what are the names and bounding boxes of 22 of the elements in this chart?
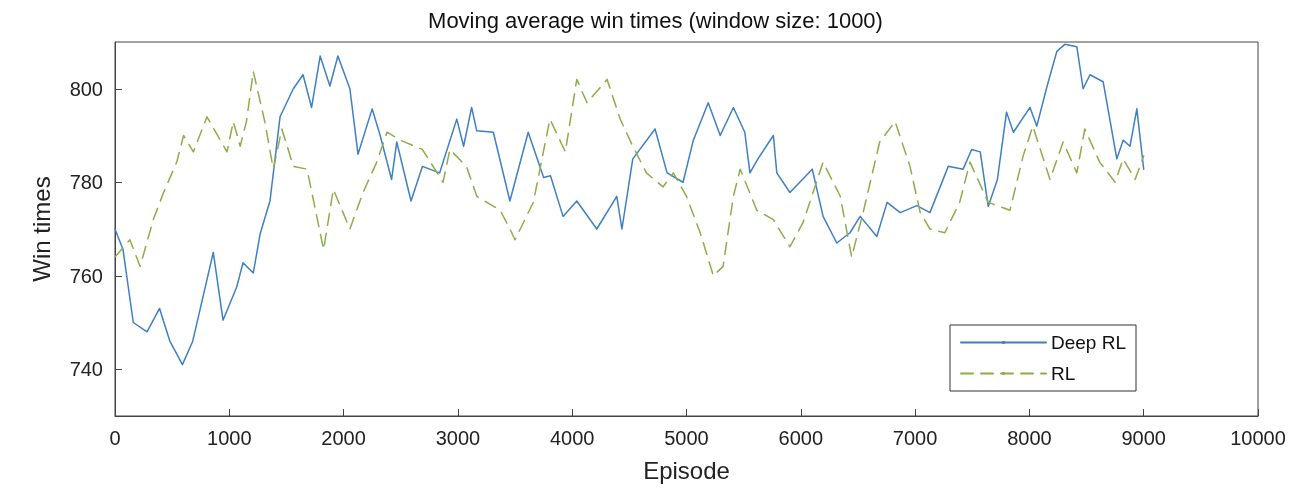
x-tick-label: 1000 [207, 427, 252, 449]
x-tick-label: 10000 [1230, 427, 1286, 449]
y-tick-label: 800 [69, 77, 103, 100]
x-tick-label: 7000 [892, 427, 938, 449]
y-tick-label: 760 [69, 264, 103, 287]
x-tick-label: 9000 [1121, 427, 1166, 449]
x-tick-label: 4000 [549, 427, 595, 449]
x-tick-label: 0 [109, 427, 121, 449]
y-tick-label: 740 [69, 358, 103, 381]
x-axis-title: Episode [643, 456, 730, 484]
x-tick-label: 5000 [664, 427, 709, 449]
line-series [114, 70, 1145, 277]
y-axis-title: Win times [27, 176, 55, 282]
x-tick-label: 3000 [435, 427, 481, 449]
legend-label: Deep RL [1051, 332, 1127, 353]
x-tick-label: 6000 [778, 427, 824, 449]
chart-title: Moving average win times (window size: 1000) [428, 7, 883, 33]
x-tick-label: 2000 [321, 427, 366, 449]
x-tick-label: 8000 [1007, 427, 1052, 449]
legend-label: RL [1051, 363, 1076, 384]
line-series [114, 43, 1145, 366]
y-tick-label: 780 [69, 171, 103, 194]
